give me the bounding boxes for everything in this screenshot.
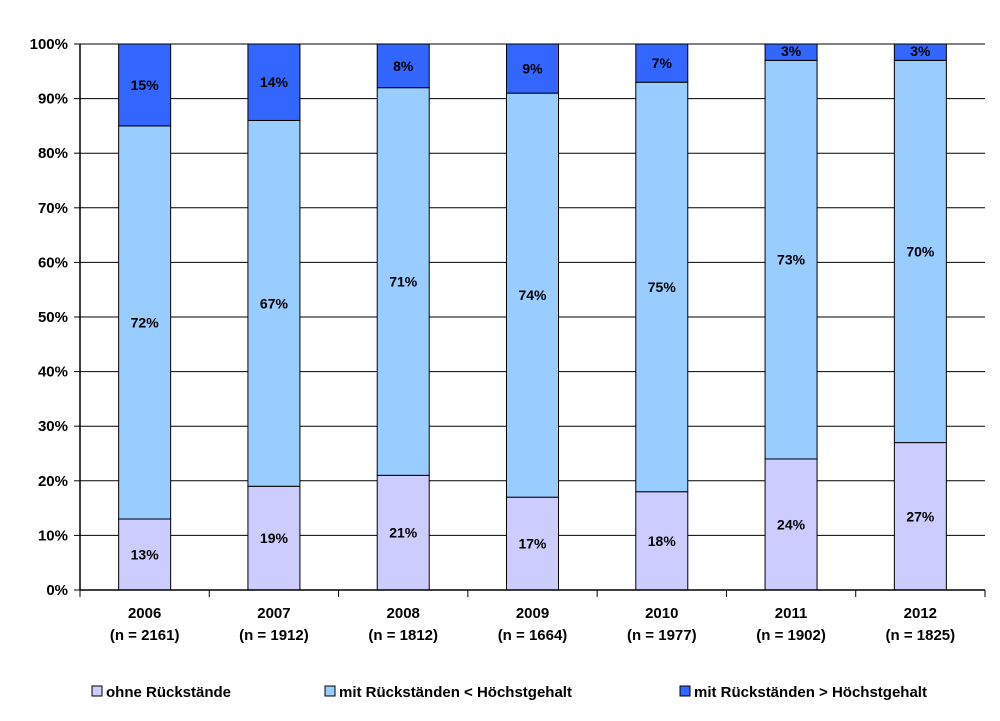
- x-tick-labels: 2006 (n = 2161) 2007 (n = 1912) 2008 (n = 181…: [110, 605, 955, 644]
- bar-segment-2008-s0: [376, 474, 430, 591]
- bar-segment-2008-s1: [376, 87, 430, 476]
- y-tick-label: 70%: [38, 200, 68, 217]
- data-label-2006-s1: 72%: [131, 314, 160, 330]
- data-label-2009-s2: 9%: [522, 61, 543, 77]
- data-label-2007-s1: 67%: [260, 295, 289, 311]
- bar-segment-2009-s2: [506, 43, 559, 94]
- x-tick-sublabel: (n = 1977): [627, 627, 697, 644]
- x-tick-sublabel: (n = 2161): [110, 627, 180, 644]
- x-tick-label: 2006: [128, 605, 161, 622]
- y-tick-label: 40%: [38, 364, 68, 381]
- bar-segment-2012-s1: [893, 59, 947, 444]
- data-label-2008-s2: 8%: [393, 58, 414, 74]
- y-tick-label: 10%: [38, 527, 68, 544]
- data-label-2010-s2: 7%: [652, 55, 673, 71]
- data-label-2006-s2: 15%: [131, 77, 160, 93]
- bar-segment-2006-s0: [118, 518, 172, 591]
- data-label-2009-s1: 74%: [518, 287, 547, 303]
- legend-swatch-s2: [679, 685, 691, 697]
- bar-segment-2008-s2: [376, 43, 430, 89]
- bar-segment-2007-s1: [247, 119, 301, 487]
- legend-label-s1: mit Rückständen < Höchstgehalt: [339, 684, 572, 701]
- y-tick-label: 90%: [38, 91, 68, 108]
- y-tick-label: 60%: [38, 254, 68, 271]
- data-label-2012-s1: 70%: [906, 243, 935, 259]
- legend-label-s2: mit Rückständen > Höchstgehalt: [694, 684, 927, 701]
- bar-segment-2011-s0: [764, 458, 818, 591]
- x-tick-sublabel: (n = 1812): [368, 627, 438, 644]
- x-tick-label: 2010: [645, 605, 678, 622]
- bar-segment-2009-s1: [506, 92, 559, 498]
- data-label-2011-s1: 73%: [777, 252, 806, 268]
- bar-segment-2010-s1: [635, 81, 689, 493]
- bar-segment-2011-s2: [764, 43, 818, 61]
- y-tick-label: 30%: [38, 418, 68, 435]
- y-tick-label: 100%: [30, 36, 68, 53]
- legend-swatch-s1: [324, 685, 336, 697]
- bar-segment-2010-s0: [635, 491, 689, 591]
- bar-segment-2006-s2: [118, 43, 172, 127]
- x-tick-label: 2011: [775, 605, 808, 622]
- y-tick-labels: 0% 10% 20% 30% 40% 50% 60% 70% 80% 90% 100%: [30, 36, 68, 599]
- bar-segment-2010-s2: [635, 43, 689, 83]
- data-label-2007-s2: 14%: [260, 74, 289, 90]
- legend-swatch-s0: [91, 685, 103, 697]
- data-label-2010-s1: 75%: [648, 279, 677, 295]
- bar-segment-2009-s0: [506, 496, 559, 591]
- data-label-2011-s0: 24%: [777, 516, 806, 532]
- y-tick-label: 0%: [46, 582, 68, 599]
- y-tick-label: 80%: [38, 145, 68, 162]
- data-label-2012-s0: 27%: [906, 508, 935, 524]
- x-tick-label: 2007: [257, 605, 290, 622]
- x-tick-label: 2009: [516, 605, 549, 622]
- data-label-2011-s2: 3%: [781, 43, 802, 59]
- x-tick-label: 2008: [387, 605, 420, 622]
- bar-segment-2012-s2: [893, 43, 947, 61]
- x-tick-sublabel: (n = 1902): [756, 627, 826, 644]
- data-label-2010-s0: 18%: [648, 533, 677, 549]
- legend: ohne Rückstände mit Rückständen < Höchstg…: [91, 684, 927, 701]
- bar-segment-2011-s1: [764, 59, 818, 460]
- axes: [74, 43, 986, 597]
- data-label-2008-s0: 21%: [389, 525, 418, 541]
- x-tick-sublabel: (n = 1912): [239, 627, 309, 644]
- x-tick-sublabel: (n = 1825): [886, 627, 956, 644]
- data-label-2006-s0: 13%: [131, 547, 160, 563]
- data-label-2009-s0: 17%: [518, 536, 547, 552]
- bar-segment-2007-s2: [247, 43, 301, 121]
- y-tick-label: 50%: [38, 309, 68, 326]
- x-tick-sublabel: (n = 1664): [498, 627, 568, 644]
- data-label-2012-s2: 3%: [910, 43, 931, 59]
- x-tick-label: 2012: [904, 605, 937, 622]
- data-label-2007-s0: 19%: [260, 530, 289, 546]
- bar-segment-2006-s1: [118, 125, 172, 520]
- bar-segment-2007-s0: [247, 485, 301, 591]
- y-tick-label: 20%: [38, 473, 68, 490]
- legend-label-s0: ohne Rückstände: [106, 684, 231, 701]
- bars: 13% 72% 15% 19% 67% 14% 21% 71% 8% 17% 74% 9% 18% 75%…: [118, 43, 947, 591]
- data-label-2008-s1: 71%: [389, 274, 418, 290]
- bar-segment-2012-s0: [893, 442, 947, 591]
